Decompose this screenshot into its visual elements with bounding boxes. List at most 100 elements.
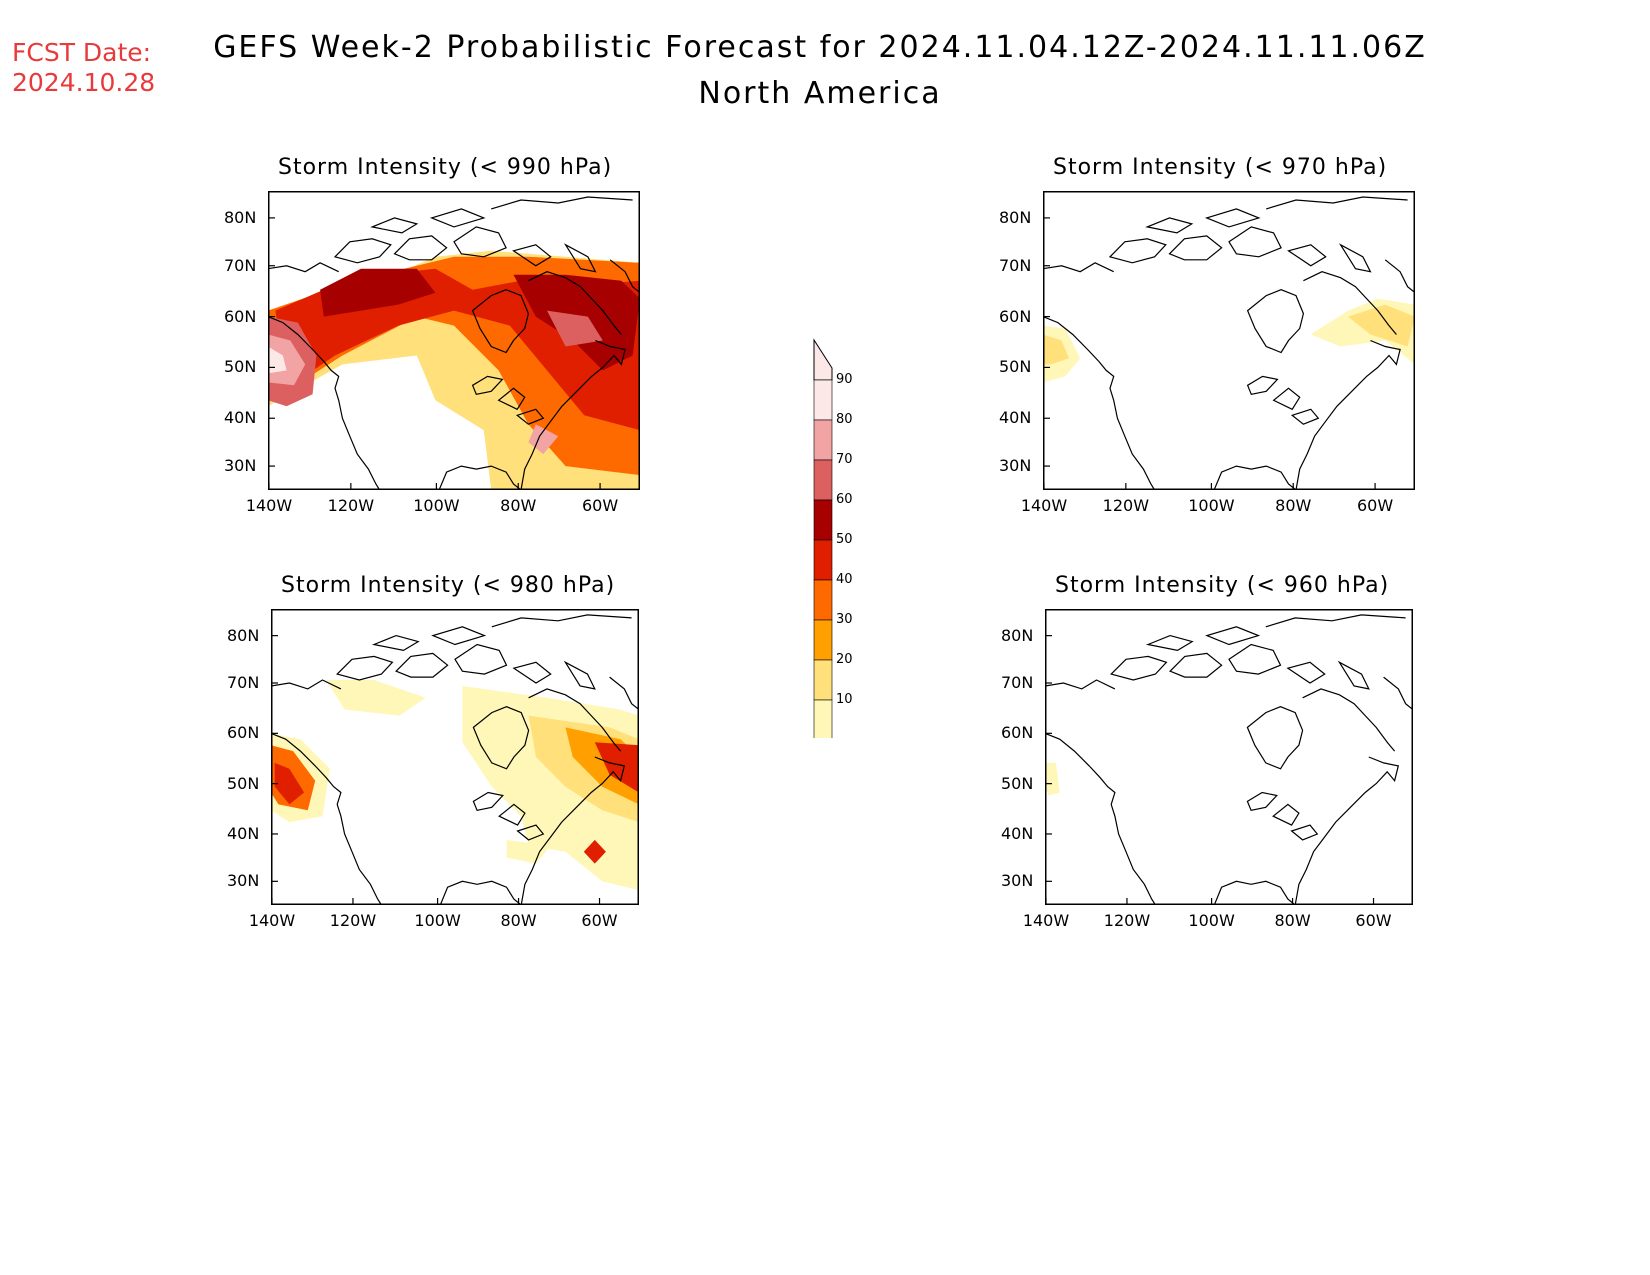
longitude-label: 140W bbox=[245, 496, 293, 515]
coastline bbox=[1266, 196, 1408, 210]
coastline bbox=[515, 408, 545, 425]
latitude-label: 30N bbox=[1001, 871, 1034, 891]
colorbar-segment bbox=[813, 699, 833, 738]
latitude-label: 60N bbox=[227, 723, 260, 743]
storm-probability-map bbox=[1043, 191, 1415, 490]
fcst-date-label: FCST Date: bbox=[12, 38, 152, 67]
colorbar-segment bbox=[813, 459, 833, 501]
longitude-label: 60W bbox=[1356, 496, 1394, 515]
coastline bbox=[1045, 679, 1116, 690]
longitude-label: 80W bbox=[500, 911, 537, 930]
longitude-label: 80W bbox=[500, 496, 537, 515]
coastline bbox=[371, 634, 420, 652]
coastline bbox=[370, 217, 419, 234]
coastline bbox=[1145, 217, 1194, 234]
colorbar-segment bbox=[813, 579, 833, 621]
coastline bbox=[520, 339, 626, 490]
latitude-label: 70N bbox=[227, 673, 260, 692]
longitude-label: 140W bbox=[1020, 496, 1068, 515]
colorbar-segment bbox=[813, 419, 833, 461]
coastline bbox=[1265, 614, 1406, 628]
coastline bbox=[439, 880, 522, 905]
coastline bbox=[1108, 238, 1167, 264]
latitude-label: 60N bbox=[224, 306, 257, 326]
longitude-label: 60W bbox=[1355, 911, 1392, 930]
coastline bbox=[395, 652, 449, 678]
probability-area bbox=[583, 839, 606, 864]
colorbar-label: 30 bbox=[836, 612, 853, 627]
coastline bbox=[1383, 676, 1413, 711]
latitude-label: 80N bbox=[1001, 625, 1034, 645]
coastline bbox=[1338, 243, 1372, 273]
longitude-label: 120W bbox=[1102, 496, 1150, 515]
storm-probability-map bbox=[268, 191, 640, 490]
coastline bbox=[1228, 226, 1282, 258]
latitude-label: 70N bbox=[999, 255, 1032, 275]
coastline bbox=[516, 824, 545, 841]
main-title: GEFS Week-2 Probabilistic Forecast for 2… bbox=[213, 30, 1427, 65]
coastline bbox=[271, 679, 342, 690]
coastline bbox=[1287, 244, 1327, 267]
coastline bbox=[1246, 791, 1278, 811]
coastline bbox=[1272, 387, 1301, 411]
coastline bbox=[1290, 824, 1319, 841]
coastline bbox=[1290, 408, 1320, 425]
colorbar-label: 80 bbox=[836, 412, 853, 427]
coastline bbox=[1286, 661, 1326, 684]
panel-title: Storm Intensity (< 990 hPa) bbox=[278, 155, 613, 180]
probability-area bbox=[1045, 762, 1060, 796]
colorbar-label: 90 bbox=[836, 372, 853, 387]
coastline bbox=[1294, 756, 1400, 905]
coastline bbox=[271, 732, 382, 905]
storm-probability-map bbox=[1045, 609, 1413, 905]
coastline bbox=[1205, 626, 1261, 646]
coastline bbox=[609, 676, 639, 711]
latitude-label: 50N bbox=[224, 357, 257, 377]
fcst-date-label-block: FCST Date: 2024.10.28 bbox=[12, 38, 155, 98]
latitude-label: 30N bbox=[224, 456, 257, 476]
coastline bbox=[429, 208, 486, 228]
coastline bbox=[1110, 655, 1168, 681]
coastline bbox=[268, 262, 339, 273]
coastline bbox=[333, 238, 392, 264]
latitude-label: 80N bbox=[224, 207, 257, 227]
longitude-label: 100W bbox=[1188, 911, 1235, 930]
probability-area bbox=[594, 742, 639, 793]
coastline bbox=[393, 235, 448, 261]
coastline bbox=[528, 271, 622, 335]
coastline bbox=[1169, 652, 1223, 678]
coastline bbox=[471, 289, 530, 354]
map-frame bbox=[271, 609, 639, 905]
map-frame bbox=[1043, 191, 1415, 490]
coastline bbox=[431, 626, 487, 646]
map-frame bbox=[1045, 609, 1413, 905]
latitude-label: 80N bbox=[227, 625, 260, 645]
colorbar-segment bbox=[813, 499, 833, 541]
region-subtitle: North America bbox=[698, 76, 942, 111]
panel-title: Storm Intensity (< 970 hPa) bbox=[1053, 155, 1388, 180]
longitude-label: 80W bbox=[1275, 496, 1312, 515]
colorbar-label: 10 bbox=[836, 692, 853, 707]
storm-probability-map bbox=[271, 609, 639, 905]
coastline bbox=[336, 655, 394, 681]
coastline bbox=[528, 688, 622, 752]
longitude-label: 120W bbox=[1103, 911, 1151, 930]
coastline bbox=[1337, 660, 1370, 690]
colorbar-label: 50 bbox=[836, 532, 853, 547]
latitude-label: 50N bbox=[1001, 773, 1034, 793]
coastline bbox=[1302, 688, 1396, 752]
latitude-label: 50N bbox=[999, 357, 1032, 377]
coastline bbox=[268, 316, 381, 490]
latitude-label: 80N bbox=[999, 207, 1032, 227]
coastline bbox=[1043, 262, 1114, 273]
coastline bbox=[1246, 375, 1279, 395]
coastline bbox=[1213, 880, 1296, 905]
coastline bbox=[520, 756, 626, 905]
fcst-date-value: 2024.10.28 bbox=[12, 68, 156, 97]
latitude-label: 40N bbox=[1001, 823, 1034, 843]
latitude-label: 60N bbox=[999, 306, 1032, 326]
coastline bbox=[454, 643, 508, 675]
longitude-label: 120W bbox=[329, 911, 377, 930]
colorbar-label: 70 bbox=[836, 452, 853, 467]
coastline bbox=[472, 706, 530, 770]
